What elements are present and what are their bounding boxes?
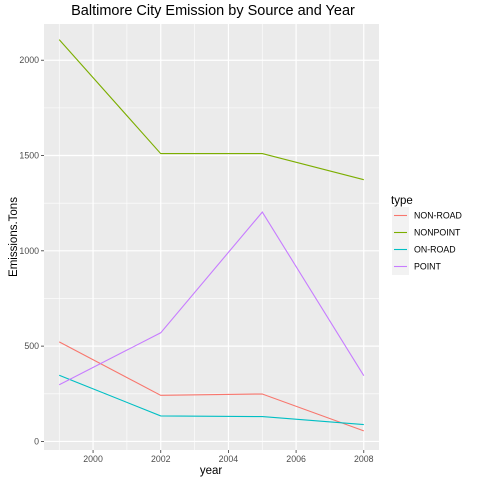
legend-label: ON-ROAD — [414, 245, 456, 255]
legend-label: NON-ROAD — [414, 211, 462, 221]
x-tick-label: 2002 — [151, 454, 171, 464]
series-lines — [58, 39, 365, 432]
x-tick-label: 2006 — [286, 454, 306, 464]
x-tick-label: 2004 — [219, 454, 239, 464]
y-axis-title: Emissions.Tons — [8, 197, 20, 277]
x-tick-label: 2008 — [354, 454, 374, 464]
series-line-non-road — [58, 341, 364, 432]
legend-items: NON-ROAD NONPOINT ON-ROAD POINT — [392, 207, 462, 275]
series-line-nonpoint — [58, 39, 364, 181]
y-tick-label: 2000 — [19, 55, 39, 65]
y-tick-label: 1500 — [19, 151, 39, 161]
grid-minor — [44, 24, 379, 450]
x-tick-label: 2000 — [83, 454, 103, 464]
y-tick-label: 1000 — [19, 246, 39, 256]
legend-label: POINT — [414, 262, 442, 272]
y-tick-label: 0 — [34, 436, 39, 446]
y-tick-label: 500 — [24, 341, 39, 351]
x-axis: 2000 2002 2004 2006 2008 — [83, 450, 374, 464]
series-line-on-road — [58, 374, 364, 426]
legend-title: type — [391, 195, 413, 207]
grid-major — [44, 24, 379, 450]
legend-label: NONPOINT — [414, 228, 461, 238]
plot-panel — [44, 24, 379, 450]
y-axis: 0 500 1000 1500 2000 — [19, 55, 44, 446]
x-axis-title: year — [200, 465, 223, 477]
series-line-point — [58, 211, 365, 386]
chart-title: Baltimore City Emission by Source and Ye… — [71, 3, 355, 19]
legend: type NON-ROAD NONPOINT ON-ROAD POINT — [391, 195, 462, 275]
